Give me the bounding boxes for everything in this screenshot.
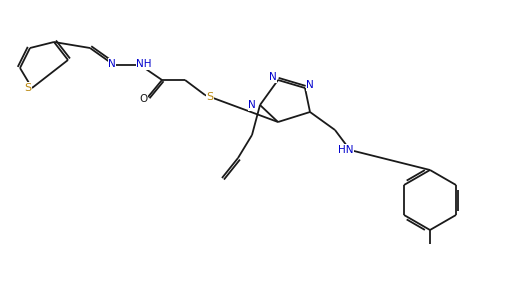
Text: HN: HN	[338, 145, 354, 155]
Text: N: N	[248, 100, 256, 110]
Text: O: O	[139, 94, 147, 104]
Text: N: N	[269, 72, 277, 82]
Text: N: N	[108, 59, 116, 69]
Text: N: N	[306, 80, 314, 90]
Text: S: S	[24, 83, 32, 93]
Text: S: S	[206, 92, 214, 102]
Text: NH: NH	[136, 59, 152, 69]
